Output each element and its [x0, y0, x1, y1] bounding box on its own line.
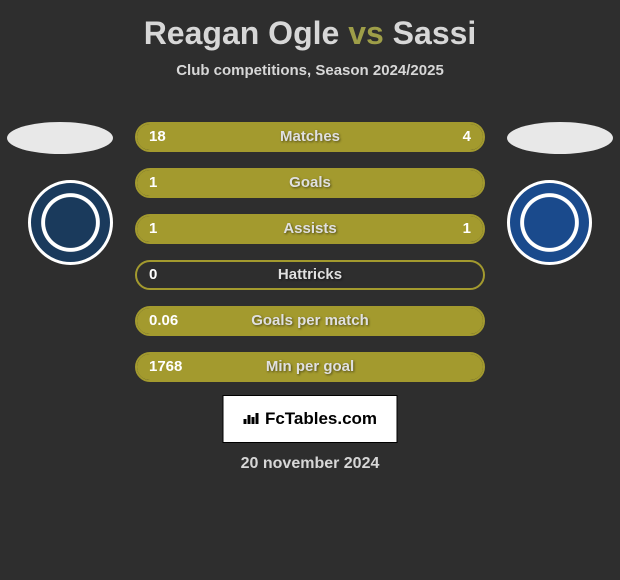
stat-row: Matches 18 4	[135, 122, 485, 152]
player1-photo-placeholder	[7, 122, 113, 154]
stat-row: Goals per match 0.06	[135, 306, 485, 336]
club-badge-left	[28, 180, 113, 265]
vs-text: vs	[348, 15, 384, 51]
stat-label: Assists	[283, 220, 336, 237]
footer-date: 20 november 2024	[241, 455, 380, 473]
stat-fill-left	[137, 124, 407, 150]
stat-value-left: 1	[149, 174, 157, 191]
brand-footer: FcTables.com	[223, 395, 398, 443]
stats-container: Matches 18 4 Goals 1 Assists 1 1 Hattricks 0 Goals…	[135, 122, 485, 398]
stat-value-right: 1	[463, 220, 471, 237]
stat-value-left: 18	[149, 128, 166, 145]
stat-row: Goals 1	[135, 168, 485, 198]
stat-label: Goals	[289, 174, 331, 191]
stat-value-right: 4	[463, 128, 471, 145]
stat-fill-right	[407, 124, 483, 150]
stat-row: Hattricks 0	[135, 260, 485, 290]
comparison-title: Reagan Ogle vs Sassi	[0, 0, 620, 52]
stat-label: Min per goal	[266, 358, 354, 375]
player1-name: Reagan Ogle	[144, 15, 340, 51]
stat-row: Assists 1 1	[135, 214, 485, 244]
brand-text: FcTables.com	[265, 409, 377, 429]
stat-value-left: 1	[149, 220, 157, 237]
club-badge-right	[507, 180, 592, 265]
chart-icon	[243, 411, 261, 428]
stat-value-left: 0.06	[149, 312, 178, 329]
stat-label: Goals per match	[251, 312, 369, 329]
stat-value-left: 1768	[149, 358, 182, 375]
stat-row: Min per goal 1768	[135, 352, 485, 382]
player2-name: Sassi	[393, 15, 477, 51]
stat-label: Hattricks	[278, 266, 342, 283]
stat-label: Matches	[280, 128, 340, 145]
player2-photo-placeholder	[507, 122, 613, 154]
stat-value-left: 0	[149, 266, 157, 283]
subtitle: Club competitions, Season 2024/2025	[0, 62, 620, 79]
